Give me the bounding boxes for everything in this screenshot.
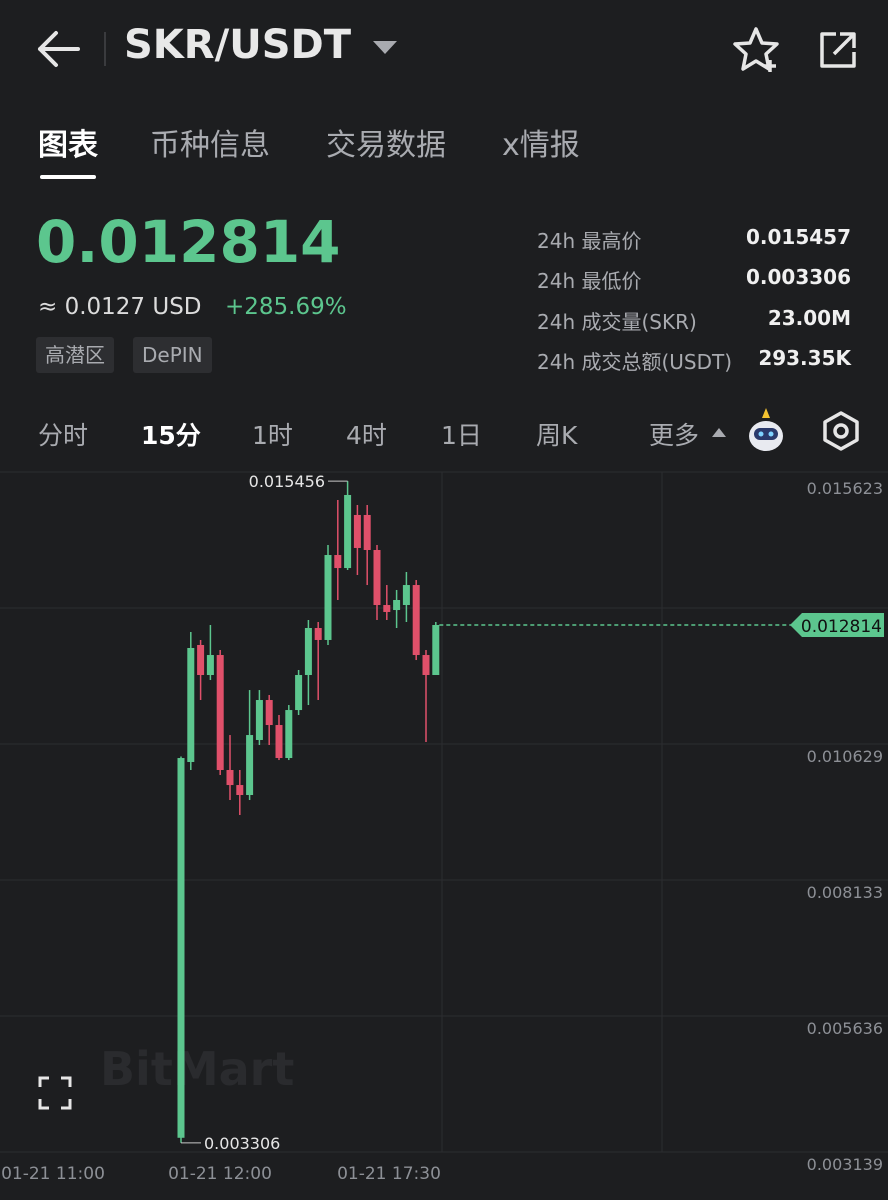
candle-body [197,644,205,676]
tab[interactable]: 币种信息 [150,128,270,163]
stat-label: 24h 成交总额(USDT) [537,350,733,374]
candle-body [422,655,430,676]
tab-underline [40,175,96,179]
settings-icon[interactable] [820,410,862,452]
candle-body [226,770,234,786]
timeframe[interactable]: 1日 [441,421,482,450]
candle-body [393,600,401,611]
stat-value: 293.35K [758,346,851,370]
candle-body [353,514,361,548]
x-tick-label: 01-21 11:00 [1,1164,105,1184]
timeframe[interactable]: 周K [536,421,578,450]
stat-value: 0.003306 [745,265,851,289]
low-marker-label: 0.003306 [204,1134,280,1153]
stat-value: 0.015457 [745,225,851,249]
share-icon[interactable] [818,30,858,70]
candle-body [412,585,420,656]
stat-label: 24h 最高价 [537,229,642,253]
timeframe[interactable]: 1时 [252,421,293,450]
last-price: 0.012814 [36,208,341,276]
candle-body [275,725,283,759]
tag[interactable]: DePIN [133,337,212,373]
favorite-icon[interactable] [732,26,782,74]
pair-title[interactable]: SKR/USDT [124,22,351,68]
candle-body [236,785,244,796]
y-tick-label: 0.008133 [807,883,883,902]
divider [104,32,106,66]
tab[interactable]: 图表 [38,128,98,163]
robot-icon[interactable] [746,406,786,456]
y-tick-label: 0.015623 [807,479,883,498]
candle-body [383,605,391,612]
tab[interactable]: 交易数据 [326,128,446,163]
timeframe[interactable]: 分时 [38,421,89,450]
candle-body [177,758,185,1138]
x-tick-label: 01-21 12:00 [168,1164,272,1184]
y-tick-label: 0.010629 [807,747,883,766]
candle-body [344,494,352,569]
stat-label: 24h 成交量(SKR) [537,310,697,334]
candle-body [246,735,254,796]
candle-body [314,628,322,640]
more-arrow [712,428,726,437]
usd-price: ≈ 0.0127 USD [38,294,202,320]
candle-body [295,675,303,711]
candlestick-chart: BitMart 0.0156230.0131260.0106290.008133… [0,471,888,1184]
y-tick-label: 0.005636 [807,1019,883,1038]
candle-body [334,555,342,569]
fullscreen-icon[interactable] [38,1076,72,1110]
candle-body [206,655,214,676]
price-change: +285.69% [225,294,347,320]
last-price-label: 0.012814 [801,617,882,637]
candle-body [304,628,312,676]
tag[interactable]: 高潜区 [36,337,114,373]
x-tick-label: 01-21 17:30 [337,1164,441,1184]
candle-body [363,514,371,551]
candle-body [324,555,332,640]
stat-label: 24h 最低价 [537,269,642,293]
watermark: BitMart [100,1042,294,1096]
candle-body [265,700,273,726]
y-tick-label: 0.003139 [807,1155,883,1174]
last-price-tag [790,613,884,638]
back-icon[interactable] [34,28,84,70]
stat-value: 23.00M [767,306,851,330]
candle-body [255,700,263,740]
candle-body [187,647,195,762]
dropdown-icon[interactable] [372,40,398,56]
timeframe-more[interactable]: 更多 [649,421,700,450]
candle-body [216,655,224,771]
high-marker-label: 0.015456 [249,472,325,491]
candle-body [285,710,293,759]
candle-body [432,625,440,676]
tab[interactable]: x情报 [502,128,580,163]
candle-body [373,550,381,606]
timeframe[interactable]: 4时 [346,421,387,450]
timeframe[interactable]: 15分 [141,421,201,450]
candle-body [402,585,410,606]
